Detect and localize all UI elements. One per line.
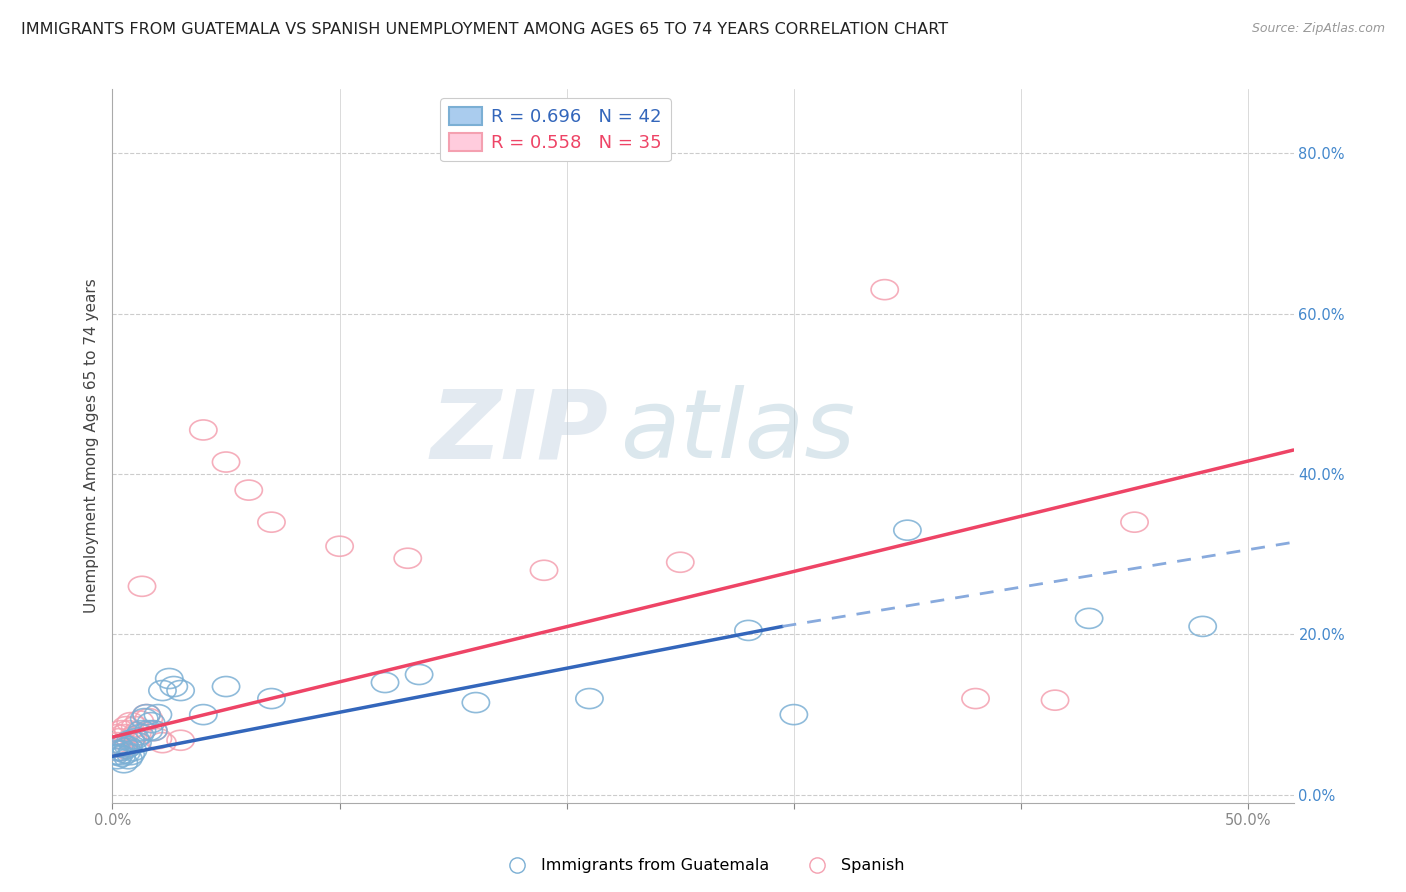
Legend: Immigrants from Guatemala, Spanish: Immigrants from Guatemala, Spanish bbox=[495, 852, 911, 880]
Text: IMMIGRANTS FROM GUATEMALA VS SPANISH UNEMPLOYMENT AMONG AGES 65 TO 74 YEARS CORR: IMMIGRANTS FROM GUATEMALA VS SPANISH UNE… bbox=[21, 22, 948, 37]
Text: ZIP: ZIP bbox=[430, 385, 609, 478]
Legend: R = 0.696   N = 42, R = 0.558   N = 35: R = 0.696 N = 42, R = 0.558 N = 35 bbox=[440, 98, 671, 161]
Y-axis label: Unemployment Among Ages 65 to 74 years: Unemployment Among Ages 65 to 74 years bbox=[84, 278, 100, 614]
Text: Source: ZipAtlas.com: Source: ZipAtlas.com bbox=[1251, 22, 1385, 36]
Text: atlas: atlas bbox=[620, 385, 855, 478]
